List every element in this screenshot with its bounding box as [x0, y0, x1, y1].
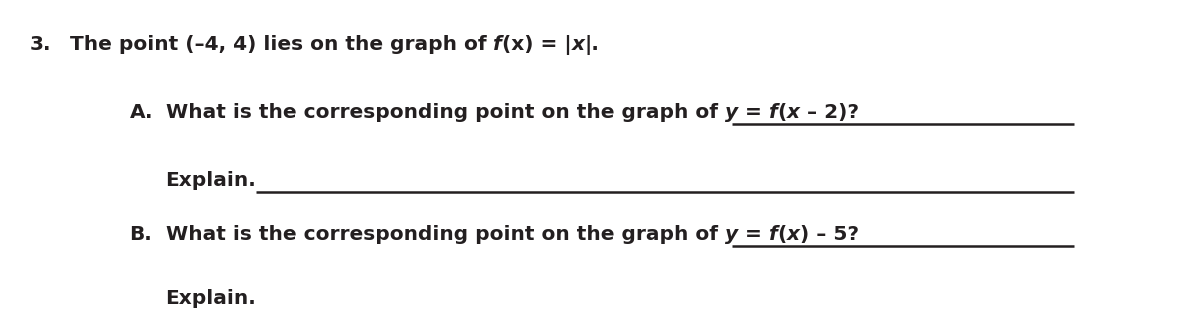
- Text: f: f: [769, 225, 778, 244]
- Text: =: =: [738, 103, 769, 122]
- Text: Explain.: Explain.: [166, 289, 257, 308]
- Text: What is the corresponding point on the graph of: What is the corresponding point on the g…: [166, 225, 725, 244]
- Text: x: x: [787, 103, 799, 122]
- Text: =: =: [738, 225, 769, 244]
- Text: y: y: [725, 103, 738, 122]
- Text: B.: B.: [130, 225, 152, 244]
- Text: (: (: [778, 225, 787, 244]
- Text: x: x: [787, 225, 799, 244]
- Text: Explain.: Explain.: [166, 171, 257, 190]
- Text: The point (–4, 4) lies on the graph of: The point (–4, 4) lies on the graph of: [70, 35, 493, 54]
- Text: – 2)?: – 2)?: [799, 103, 859, 122]
- Text: What is the corresponding point on the graph of: What is the corresponding point on the g…: [166, 103, 725, 122]
- Text: 3.: 3.: [30, 35, 52, 54]
- Text: (: (: [778, 103, 787, 122]
- Text: |.: |.: [584, 35, 600, 55]
- Text: (x) = |: (x) = |: [502, 35, 571, 55]
- Text: f: f: [769, 103, 778, 122]
- Text: A.: A.: [130, 103, 154, 122]
- Text: x: x: [571, 35, 584, 54]
- Text: ) – 5?: ) – 5?: [799, 225, 859, 244]
- Text: y: y: [725, 225, 738, 244]
- Text: f: f: [493, 35, 502, 54]
